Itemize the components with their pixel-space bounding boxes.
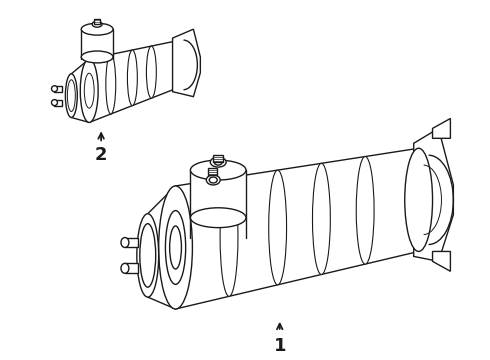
Text: 1: 1 bbox=[273, 337, 286, 355]
Ellipse shape bbox=[51, 86, 57, 92]
Ellipse shape bbox=[209, 177, 217, 183]
Ellipse shape bbox=[356, 157, 374, 264]
Ellipse shape bbox=[313, 163, 330, 274]
Polygon shape bbox=[208, 168, 217, 175]
Polygon shape bbox=[89, 41, 175, 122]
Ellipse shape bbox=[170, 226, 181, 269]
Polygon shape bbox=[54, 86, 62, 92]
Ellipse shape bbox=[65, 74, 77, 117]
Ellipse shape bbox=[81, 51, 113, 63]
Ellipse shape bbox=[81, 23, 113, 35]
Polygon shape bbox=[433, 118, 450, 138]
Ellipse shape bbox=[269, 170, 287, 285]
Ellipse shape bbox=[140, 224, 156, 287]
Ellipse shape bbox=[84, 73, 94, 108]
Polygon shape bbox=[414, 129, 453, 261]
Ellipse shape bbox=[68, 80, 75, 112]
Ellipse shape bbox=[127, 50, 137, 105]
Ellipse shape bbox=[405, 148, 433, 251]
Polygon shape bbox=[175, 148, 418, 309]
Ellipse shape bbox=[220, 177, 238, 296]
Ellipse shape bbox=[92, 21, 102, 27]
Ellipse shape bbox=[210, 157, 226, 167]
Ellipse shape bbox=[166, 211, 186, 284]
Ellipse shape bbox=[80, 59, 98, 122]
Ellipse shape bbox=[191, 208, 246, 228]
Polygon shape bbox=[191, 170, 246, 218]
Polygon shape bbox=[433, 251, 450, 271]
Ellipse shape bbox=[214, 159, 222, 165]
Polygon shape bbox=[125, 238, 138, 247]
Ellipse shape bbox=[121, 264, 129, 273]
Ellipse shape bbox=[51, 100, 57, 105]
Polygon shape bbox=[94, 19, 100, 24]
Ellipse shape bbox=[121, 238, 129, 247]
Ellipse shape bbox=[191, 160, 246, 180]
Polygon shape bbox=[54, 100, 62, 105]
Text: 2: 2 bbox=[95, 146, 107, 164]
Polygon shape bbox=[172, 29, 200, 96]
Polygon shape bbox=[81, 29, 113, 57]
Polygon shape bbox=[72, 59, 89, 122]
Polygon shape bbox=[213, 155, 223, 162]
Ellipse shape bbox=[106, 54, 116, 114]
Ellipse shape bbox=[137, 214, 159, 297]
Polygon shape bbox=[148, 186, 175, 309]
Polygon shape bbox=[125, 264, 138, 273]
Ellipse shape bbox=[206, 175, 220, 185]
Ellipse shape bbox=[147, 46, 156, 98]
Ellipse shape bbox=[159, 186, 193, 309]
